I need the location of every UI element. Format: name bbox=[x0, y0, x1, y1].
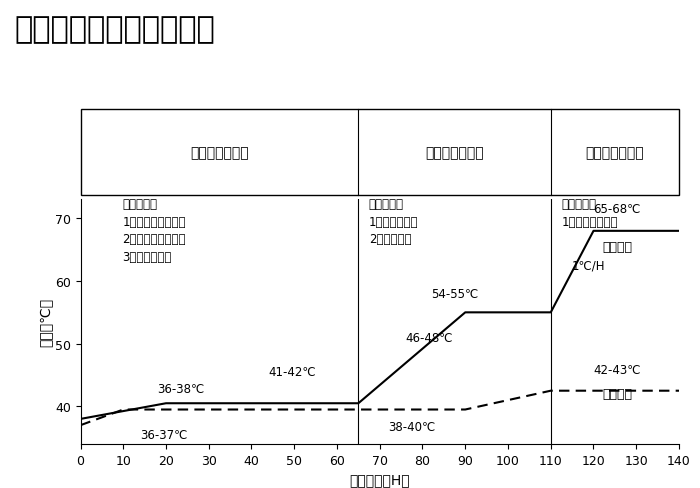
Text: 1、烟叶黄叶青筋：: 1、烟叶黄叶青筋： bbox=[122, 215, 186, 228]
Text: 3、主叶发软：: 3、主叶发软： bbox=[122, 250, 172, 264]
X-axis label: 烘烤时间（H）: 烘烤时间（H） bbox=[349, 472, 410, 486]
Text: 36-38℃: 36-38℃ bbox=[158, 382, 204, 395]
Text: 干球温度: 干球温度 bbox=[602, 241, 632, 253]
Y-axis label: 温度（℃）: 温度（℃） bbox=[38, 298, 52, 346]
Text: 41-42℃: 41-42℃ bbox=[269, 366, 316, 378]
Text: 第三阶段：干筋: 第三阶段：干筋 bbox=[586, 145, 644, 160]
Text: 1、全坑烟干筋：: 1、全坑烟干筋： bbox=[561, 215, 617, 228]
Text: 1℃/H: 1℃/H bbox=[572, 259, 606, 272]
Text: 第二阶段：定色: 第二阶段：定色 bbox=[426, 145, 484, 160]
Text: 达到目标：: 达到目标： bbox=[122, 198, 158, 211]
Text: 1、叶片全干：: 1、叶片全干： bbox=[369, 215, 419, 228]
Text: 54-55℃: 54-55℃ bbox=[431, 287, 478, 300]
Text: 第一阶段：定黄: 第一阶段：定黄 bbox=[190, 145, 248, 160]
Text: 38-40℃: 38-40℃ bbox=[389, 420, 435, 433]
Text: 2、大卷筒：: 2、大卷筒： bbox=[369, 233, 412, 246]
Text: 42-43℃: 42-43℃ bbox=[594, 364, 641, 377]
Text: 湿球温度: 湿球温度 bbox=[602, 387, 632, 401]
Text: 达到目标：: 达到目标： bbox=[369, 198, 404, 211]
Text: 46-48℃: 46-48℃ bbox=[405, 331, 453, 344]
Text: 达到目标：: 达到目标： bbox=[561, 198, 596, 211]
Text: 2、充分凋萎塌架：: 2、充分凋萎塌架： bbox=[122, 233, 186, 246]
Text: 65-68℃: 65-68℃ bbox=[594, 203, 641, 216]
Text: 烤烟三段式烘烤技术简图: 烤烟三段式烘烤技术简图 bbox=[14, 15, 215, 43]
Text: 36-37℃: 36-37℃ bbox=[140, 428, 188, 442]
